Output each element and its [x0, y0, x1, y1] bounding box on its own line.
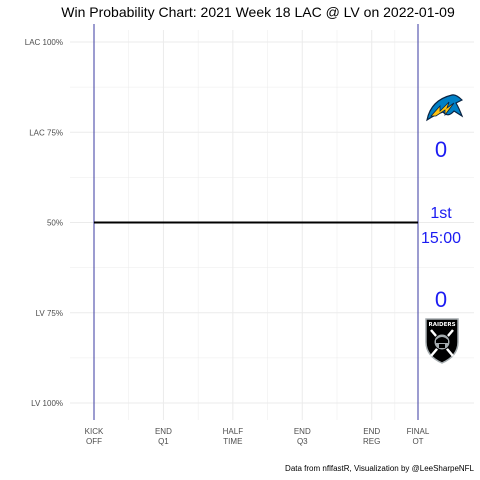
x-tick-label-2: HALF TIME — [223, 427, 244, 446]
y-tick-label-4: LV 100% — [31, 399, 63, 408]
grid-layer — [70, 30, 474, 420]
chargers-bolt-icon — [426, 94, 464, 122]
x-tick-label-3: END Q3 — [294, 427, 311, 446]
y-tick-label-0: LAC 100% — [25, 38, 63, 47]
x-tick-label-5: FINAL OT — [407, 427, 430, 446]
game-clock: 15:00 — [421, 230, 461, 247]
y-tick-label-3: LV 75% — [36, 309, 63, 318]
raiders-shield-icon: RAIDERS — [425, 318, 459, 364]
away-score: 0 — [435, 137, 447, 162]
y-axis-tick-labels: LAC 100% LAC 75% 50% LV 75% LV 100% — [25, 38, 63, 408]
svg-text:RAIDERS: RAIDERS — [428, 322, 455, 328]
x-axis-tick-labels: KICK OFF END Q1 HALF TIME END Q3 END REG FINAL OT — [85, 427, 430, 446]
chart-title: Win Probability Chart: 2021 Week 18 LAC … — [61, 4, 455, 20]
x-tick-label-0: KICK OFF — [85, 427, 104, 446]
y-tick-label-1: LAC 75% — [29, 128, 63, 137]
x-tick-label-1: END Q1 — [155, 427, 172, 446]
chart-caption: Data from nflfastR, Visualization by @Le… — [285, 464, 475, 473]
game-quarter: 1st — [430, 205, 452, 222]
x-tick-label-4: END REG — [363, 427, 380, 446]
home-score: 0 — [435, 287, 447, 312]
y-tick-label-2: 50% — [47, 219, 63, 228]
